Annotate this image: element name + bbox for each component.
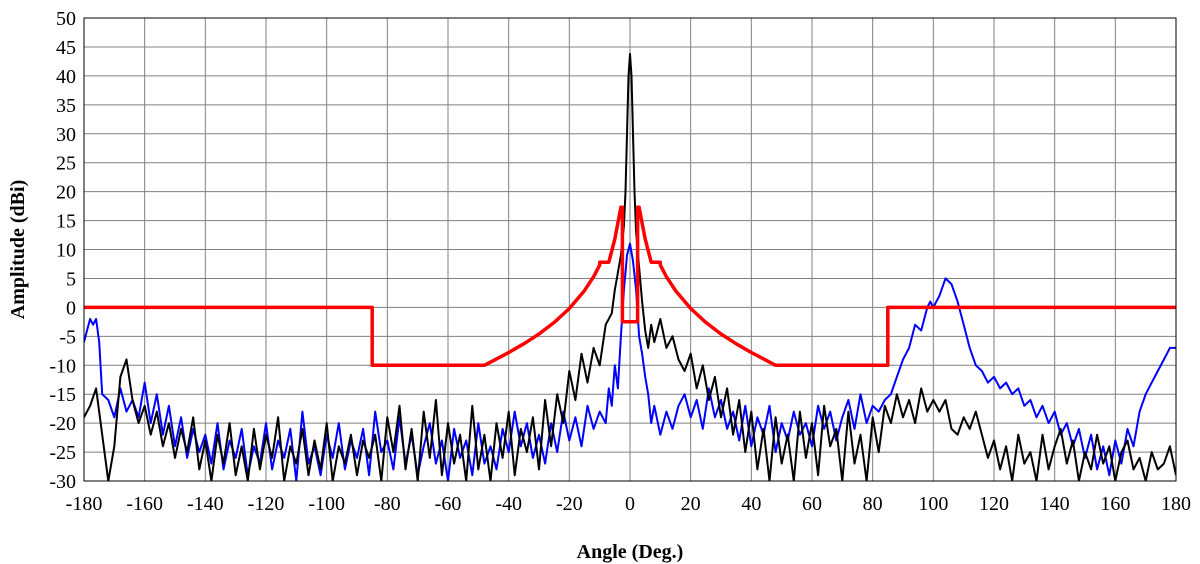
- y-tick-label: -25: [49, 442, 76, 464]
- y-tick-label: 5: [66, 268, 76, 290]
- y-axis-title: Amplitude (dBi): [7, 180, 29, 319]
- x-tick-label: -100: [308, 493, 345, 515]
- y-tick-label: 40: [56, 66, 76, 88]
- x-tick-label: -160: [126, 493, 163, 515]
- x-tick-label: 180: [1161, 493, 1191, 515]
- plot-series: [84, 52, 1176, 481]
- y-tick-label: 0: [66, 297, 76, 319]
- y-tick-label: 45: [56, 37, 76, 59]
- y-tick-label: 50: [56, 8, 76, 30]
- x-tick-label: 140: [1040, 493, 1070, 515]
- x-tick-label: 160: [1100, 493, 1130, 515]
- y-tick-label: 30: [56, 124, 76, 146]
- y-tick-label: -20: [49, 413, 76, 435]
- y-tick-label: 15: [56, 211, 76, 233]
- grid: [83, 17, 1177, 482]
- x-tick-label: -40: [495, 493, 522, 515]
- x-tick-label: -140: [187, 493, 224, 515]
- x-tick-label: 20: [681, 493, 701, 515]
- y-tick-label: 20: [56, 182, 76, 204]
- y-tick-label: -15: [49, 384, 76, 406]
- x-tick-label: 120: [979, 493, 1009, 515]
- y-tick-label: 10: [56, 240, 76, 262]
- x-axis-title: Angle (Deg.): [577, 541, 684, 563]
- x-tick-label: -120: [248, 493, 285, 515]
- x-tick-label: 80: [863, 493, 883, 515]
- y-tick-label: 25: [56, 153, 76, 175]
- plot-frame: [83, 17, 1177, 482]
- x-tick-label: -80: [374, 493, 401, 515]
- x-tick-label: -20: [556, 493, 583, 515]
- spec-mask-line: [84, 205, 1176, 368]
- x-tick-label: 60: [802, 493, 822, 515]
- black-trace-line: [84, 52, 1176, 481]
- x-tick-label: 100: [918, 493, 948, 515]
- x-tick-label: 40: [741, 493, 761, 515]
- y-tick-label: -10: [49, 355, 76, 377]
- y-tick-label: 35: [56, 95, 76, 117]
- x-tick-label: -180: [66, 493, 103, 515]
- y-tick-label: -5: [59, 326, 76, 348]
- x-tick-label: -60: [435, 493, 462, 515]
- x-axis-ticks: -180 -160 -140 -120 -100 -80 -60 -40 -20 0 20 40 60 8…: [66, 493, 1191, 515]
- x-tick-label: 0: [625, 493, 635, 515]
- y-tick-label: -30: [49, 471, 76, 493]
